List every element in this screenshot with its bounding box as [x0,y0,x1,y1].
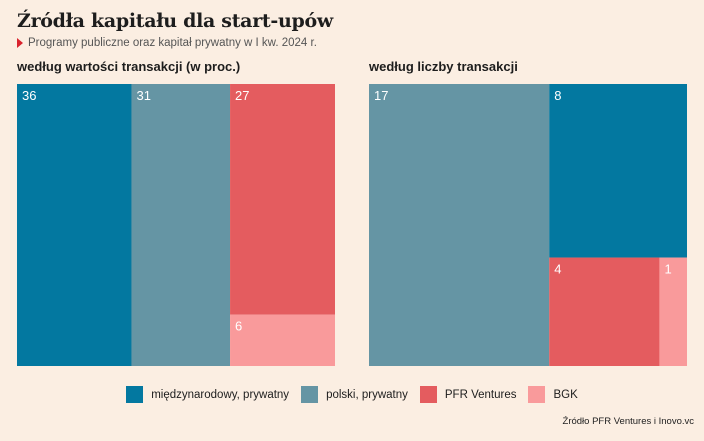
source-note: Źródło PFR Ventures i Inovo.vc [562,416,694,427]
treemap-cell-bgk [659,257,687,366]
treemap-cell-polski-prywatny [369,84,550,366]
legend-swatch [301,386,319,403]
legend-label: międzynarodowy, prywatny [151,388,290,401]
panel-title-value: według wartości transakcji (w proc.) [17,59,241,74]
data-label-pfr-ventures: 4 [554,262,561,277]
treemap-by-value: 36 31 27 6 [17,84,335,366]
chart-title: Źródła kapitału dla start-upów [17,10,333,32]
legend-item-pl-private: polski, prywatny [301,386,408,403]
legend: międzynarodowy, prywatny polski, prywatn… [0,386,704,403]
treemap-by-count: 17 8 4 1 [369,84,687,366]
data-label-polski-prywatny: 17 [374,88,388,103]
subtitle-text: Programy publiczne oraz kapitał prywatny… [28,37,317,49]
treemap-cell-pfr-ventures [549,257,660,366]
treemap-cell-bgk [230,314,335,366]
data-label-pfr-ventures: 27 [235,88,249,103]
data-label-bgk: 1 [664,262,671,277]
data-label-miedzynarodowy-prywatny: 36 [22,88,36,103]
legend-label: polski, prywatny [326,388,408,401]
data-label-bgk: 6 [235,319,242,334]
legend-label: PFR Ventures [444,388,517,401]
data-label-miedzynarodowy-prywatny: 8 [554,88,561,103]
legend-item-pfr: PFR Ventures [419,386,517,403]
triangle-marker-icon [17,38,23,48]
legend-swatch [126,386,144,403]
data-label-polski-prywatny: 31 [136,88,150,103]
legend-swatch [419,386,437,403]
treemap-cell-miedzynarodowy-prywatny [17,84,132,366]
legend-swatch [528,386,546,403]
treemap-cell-polski-prywatny [131,84,231,366]
panel-title-count: według liczby transakcji [369,59,518,74]
chart-subtitle: Programy publiczne oraz kapitał prywatny… [17,37,317,49]
legend-item-bgk: BGK [528,386,578,403]
treemap-cell-miedzynarodowy-prywatny [549,84,687,258]
treemap-cell-pfr-ventures [230,84,335,315]
legend-label: BGK [553,388,578,401]
legend-item-intl-private: międzynarodowy, prywatny [126,386,289,403]
